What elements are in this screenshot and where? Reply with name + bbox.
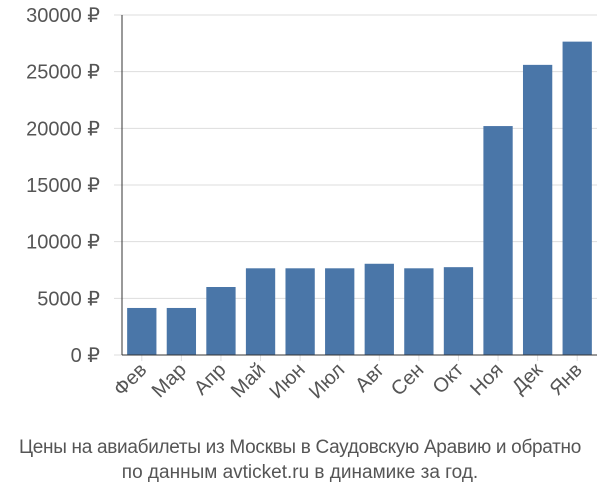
x-tick-label: Авг	[351, 359, 389, 397]
y-tick-label: 30000 ₽	[26, 5, 100, 27]
y-tick-labels: 0 ₽ 5000 ₽ 10000 ₽ 15000 ₽ 20000 ₽ 25000 ₽ 300…	[26, 5, 100, 367]
y-tick-label: 5000 ₽	[37, 288, 100, 310]
bar	[166, 307, 197, 355]
bar	[206, 287, 236, 355]
x-tick-label: Дек	[508, 359, 547, 398]
bar	[483, 126, 513, 355]
x-tick-label: Июл	[305, 359, 349, 403]
bar	[325, 268, 355, 355]
x-tick-label: Сен	[387, 359, 428, 400]
x-tick-label: Фев	[110, 359, 152, 401]
x-tick-label: Мар	[148, 359, 191, 402]
bar	[522, 64, 553, 355]
x-tick-label: Ноя	[466, 359, 507, 400]
bar	[285, 268, 315, 355]
axes	[121, 15, 597, 361]
bar	[404, 268, 434, 355]
bar	[245, 268, 276, 355]
bar	[364, 263, 394, 355]
x-tick-label: Окт	[429, 359, 468, 398]
bar	[127, 307, 157, 355]
x-tick-label: Апр	[190, 359, 231, 400]
x-tick-label: Май	[227, 359, 270, 402]
bar	[443, 267, 474, 355]
grid-lines	[114, 14, 597, 356]
chart-caption-line-2: по данным avticket.ru в динамике за год.	[121, 462, 479, 483]
chart-caption-line-1: Цены на авиабилеты из Москвы в Саудовску…	[18, 437, 582, 458]
y-tick-label: 10000 ₽	[26, 232, 100, 254]
x-tick-label: Июн	[266, 359, 310, 403]
y-tick-label: 25000 ₽	[26, 62, 100, 84]
bars	[127, 41, 592, 356]
y-tick-label: 15000 ₽	[26, 175, 100, 197]
x-tick-label: Янв	[546, 359, 587, 400]
bar	[562, 41, 592, 356]
y-tick-label: 20000 ₽	[26, 118, 100, 140]
y-tick-label: 0 ₽	[71, 345, 101, 367]
